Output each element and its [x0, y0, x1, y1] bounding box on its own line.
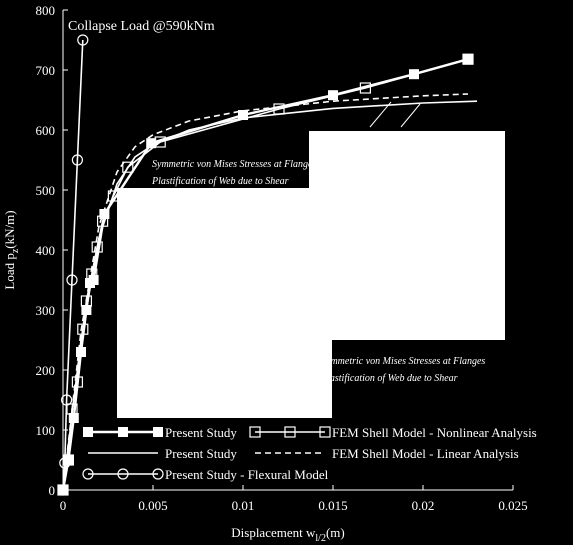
y-tick-label: 700 — [36, 63, 56, 78]
x-tick-label: 0.005 — [138, 498, 167, 513]
x-axis-label-unit: (m) — [326, 525, 345, 540]
series-0-point — [76, 347, 86, 357]
legend-swatch-marker — [152, 468, 164, 480]
x-axis-label: Displacement wl/2(m) — [231, 525, 344, 544]
y-tick-label: 400 — [36, 243, 56, 258]
x-axis-label-sub: l/2 — [315, 533, 326, 544]
axes: 0 100 200 300 400 500 600 700 800 0 0.005 0.01 0.015… — [2, 3, 528, 544]
callout-right-line1: Symmetric von Mises Stresses at Flanges — [321, 356, 485, 367]
legend-label: Present Study — [165, 425, 237, 440]
callout-group: Symmetric von Mises Stresses at Flanges … — [117, 101, 505, 418]
y-tick-label: 600 — [36, 123, 56, 138]
callout-box-right — [309, 131, 505, 340]
x-tick-label: 0.025 — [498, 498, 527, 513]
series-0-point — [146, 138, 157, 149]
y-tick-label: 100 — [36, 423, 56, 438]
y-tick-label: 500 — [36, 183, 56, 198]
x-tick-label: 0.01 — [232, 498, 255, 513]
legend-label: FEM Shell Model - Linear Analysis — [332, 446, 519, 461]
series-4-point — [57, 484, 69, 496]
callout-left-line1: Symmetric von Mises Stresses at Flanges — [152, 159, 316, 170]
series-4-point — [60, 394, 73, 406]
series-0-point — [463, 54, 473, 65]
y-axis-label-sub: z — [10, 248, 21, 253]
legend-swatch-marker — [319, 426, 331, 438]
series-4-point — [71, 154, 84, 166]
collapse-load-label: Collapse Load @590kNm — [68, 19, 215, 34]
y-tick-label: 800 — [36, 3, 56, 18]
legend-label: Present Study - Flexural Model — [165, 467, 329, 482]
legend-label: Present Study — [165, 446, 237, 461]
callout-right-line2: Plastification of Web due to Shear — [320, 373, 458, 384]
callout-left-line2: Plastification of Web due to Shear — [151, 176, 289, 187]
legend-swatch-marker — [82, 468, 94, 480]
series-layer — [57, 34, 478, 496]
x-tick-label: 0.02 — [412, 498, 435, 513]
series-4-point — [59, 457, 71, 469]
legend-swatch-marker — [118, 427, 128, 437]
series-3 — [62, 93, 469, 491]
series-0 — [58, 54, 473, 495]
x-tick-label: 0 — [60, 498, 67, 513]
legend-swatch-marker — [249, 426, 261, 438]
x-tick-label: 0.015 — [318, 498, 347, 513]
series-4-point — [66, 274, 78, 286]
series-1-point — [122, 161, 134, 173]
legend: Present Study FEM Shell Model - Nonlinear… — [82, 425, 537, 482]
series-line-3 — [62, 93, 469, 491]
series-0-point — [328, 90, 338, 101]
y-tick-label: 200 — [36, 363, 56, 378]
series-0-point — [238, 110, 248, 120]
callout-arrow-1 — [369, 101, 392, 128]
legend-label: FEM Shell Model - Nonlinear Analysis — [332, 425, 537, 440]
y-tick-label: 0 — [49, 483, 56, 498]
series-0-point — [409, 69, 419, 80]
legend-swatch-marker — [284, 426, 296, 438]
callout-box-left — [117, 188, 332, 418]
legend-swatch-marker — [117, 468, 129, 480]
series-4 — [57, 34, 89, 496]
y-tick-label: 300 — [36, 303, 56, 318]
legend-swatch-marker — [153, 427, 163, 437]
callout-arrow-2 — [400, 103, 421, 128]
legend-swatch-marker — [83, 427, 93, 437]
series-0-point — [81, 305, 92, 315]
series-4-point — [77, 34, 89, 46]
series-0-point — [88, 275, 99, 285]
series-0-point — [99, 209, 110, 219]
series-0-point — [68, 413, 79, 423]
y-axis-label: Load pz(kN/m) — [2, 210, 21, 289]
y-axis-label-unit: (kN/m) — [2, 210, 17, 248]
